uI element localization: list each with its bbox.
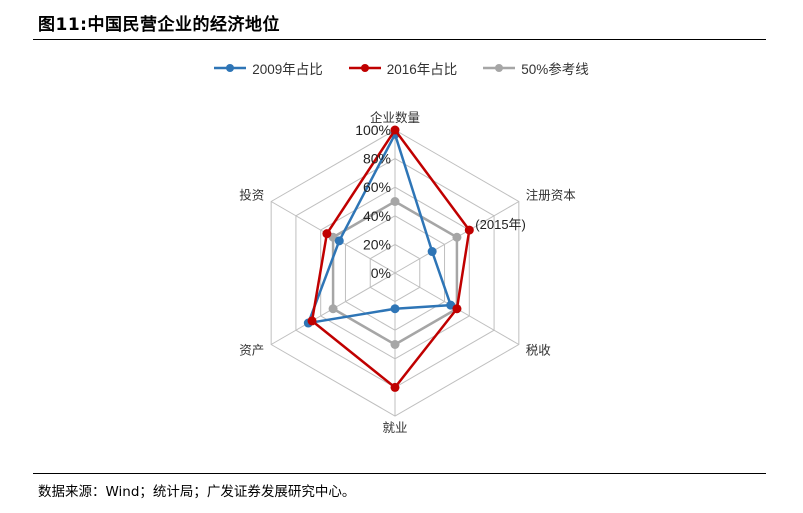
series-point-2-4: [328, 304, 338, 314]
radar-ticks: 0% 20% 40% 60% 80% 100%: [355, 122, 391, 281]
radar-series: [303, 125, 474, 392]
tick-label: 80%: [363, 151, 391, 167]
source-note: 数据来源：Wind；统计局；广发证券发展研究中心。: [38, 484, 356, 500]
legend-swatch-reference: [483, 64, 516, 72]
series-point-2-1: [452, 232, 462, 242]
axis-label: 投资: [239, 188, 264, 203]
tick-label: 0%: [371, 265, 391, 281]
bottom-rule: [33, 473, 766, 474]
legend: 2009年占比 2016年占比 50%参考线: [0, 58, 803, 78]
legend-label-reference: 50%参考线: [521, 62, 589, 77]
series-point-1-4: [307, 316, 317, 326]
series-line-1: [310, 128, 471, 389]
axis-label: 税收: [526, 343, 552, 358]
legend-item-2016: 2016年占比: [348, 58, 458, 78]
series-point-1-5: [322, 229, 332, 239]
legend-label-2016: 2016年占比: [386, 62, 458, 77]
legend-swatch-2009: [214, 64, 247, 72]
series-point-1-0: [390, 125, 400, 135]
legend-swatch-2016: [348, 64, 381, 72]
axis-label: 资产: [239, 343, 264, 358]
series-point-0-5: [334, 236, 344, 246]
series-point-1-3: [390, 382, 400, 392]
tick-label: 100%: [355, 122, 391, 138]
series-point-0-3: [390, 304, 400, 314]
tick-label: 40%: [363, 208, 391, 224]
top-rule: [33, 39, 766, 40]
series-point-2-0: [390, 197, 400, 206]
tick-label: 20%: [363, 236, 391, 252]
axis-label: 注册资本: [526, 188, 577, 203]
series-point-1-1: [464, 225, 474, 235]
axis-label: 就业: [382, 420, 407, 435]
series-point-1-2: [452, 304, 462, 314]
series-point-2-3: [390, 340, 400, 349]
series-point-0-1: [427, 247, 437, 257]
legend-item-2009: 2009年占比: [214, 58, 323, 78]
radar-grid: [270, 129, 520, 417]
legend-item-reference: 50%参考线: [483, 58, 589, 78]
annotation-label: (2015年): [475, 217, 526, 232]
tick-label: 60%: [363, 179, 391, 195]
figure-title: 图11:中国民营企业的经济地位: [38, 15, 280, 35]
axis-label: 企业数量: [370, 110, 420, 125]
legend-label-2009: 2009年占比: [252, 62, 323, 77]
